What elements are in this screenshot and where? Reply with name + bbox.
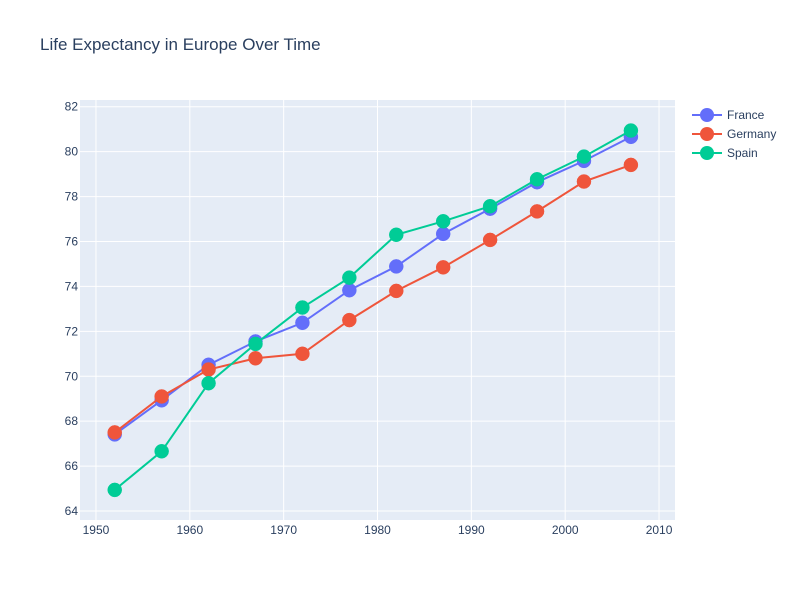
series-line-germany <box>114 163 632 434</box>
legend-marker-spain <box>700 146 714 160</box>
data-point-france <box>389 259 404 274</box>
data-point-germany <box>295 346 310 362</box>
data-point-spain <box>482 198 498 214</box>
x-tick-label: 1950 <box>83 523 110 537</box>
data-point-france <box>295 315 310 331</box>
y-tick-label: 70 <box>65 369 79 383</box>
data-point-spain <box>342 270 357 285</box>
y-tick-label: 76 <box>65 234 79 248</box>
legend-marker-germany <box>700 127 714 141</box>
data-point-germany <box>107 425 122 440</box>
data-point-spain <box>107 482 122 498</box>
data-point-spain <box>154 444 169 459</box>
y-tick-label: 64 <box>65 504 79 518</box>
y-tick-label: 78 <box>65 190 79 204</box>
series-line-spain <box>114 129 632 491</box>
x-tick-label: 1980 <box>364 523 391 537</box>
data-point-germany <box>248 351 263 366</box>
chart-title: Life Expectancy in Europe Over Time <box>40 35 321 54</box>
data-point-spain <box>623 123 639 138</box>
x-tick-label: 1990 <box>458 523 485 537</box>
x-tick-label: 2010 <box>646 523 673 537</box>
legend-label-germany: Germany <box>727 127 776 141</box>
x-tick-label: 1970 <box>270 523 297 537</box>
data-point-germany <box>482 232 498 248</box>
legend: France Germany Spain <box>692 108 776 160</box>
y-tick-label: 72 <box>65 324 79 338</box>
data-point-france <box>435 226 451 242</box>
data-point-spain <box>576 149 592 164</box>
data-point-germany <box>529 204 545 219</box>
axis-tick-labels: 1950 1960 1970 1980 1990 2000 2010 64 66 68 70 72 74… <box>65 100 673 537</box>
gridlines <box>80 100 675 520</box>
data-point-germany <box>201 362 216 377</box>
x-tick-label: 1960 <box>176 523 203 537</box>
data-point-spain <box>529 172 545 187</box>
data-point-germany <box>435 260 451 275</box>
x-tick-label: 2000 <box>552 523 579 537</box>
data-point-germany <box>576 174 592 189</box>
data-point-spain <box>201 375 216 391</box>
series-line-france <box>114 135 632 436</box>
y-tick-label: 80 <box>65 145 79 159</box>
data-point-spain <box>435 214 451 229</box>
y-tick-label: 66 <box>65 459 79 473</box>
y-tick-label: 74 <box>65 279 79 293</box>
data-point-spain <box>295 300 310 315</box>
data-series <box>107 123 639 498</box>
data-point-germany <box>389 283 404 299</box>
data-point-spain <box>248 336 263 352</box>
data-point-germany <box>342 312 357 328</box>
data-point-germany <box>154 389 169 404</box>
data-point-spain <box>389 227 404 243</box>
data-point-germany <box>623 157 639 173</box>
legend-label-spain: Spain <box>727 146 758 160</box>
y-tick-label: 82 <box>65 100 79 114</box>
legend-marker-france <box>700 108 714 122</box>
data-point-france <box>342 282 357 298</box>
y-tick-label: 68 <box>65 414 79 428</box>
legend-label-france: France <box>727 108 765 122</box>
